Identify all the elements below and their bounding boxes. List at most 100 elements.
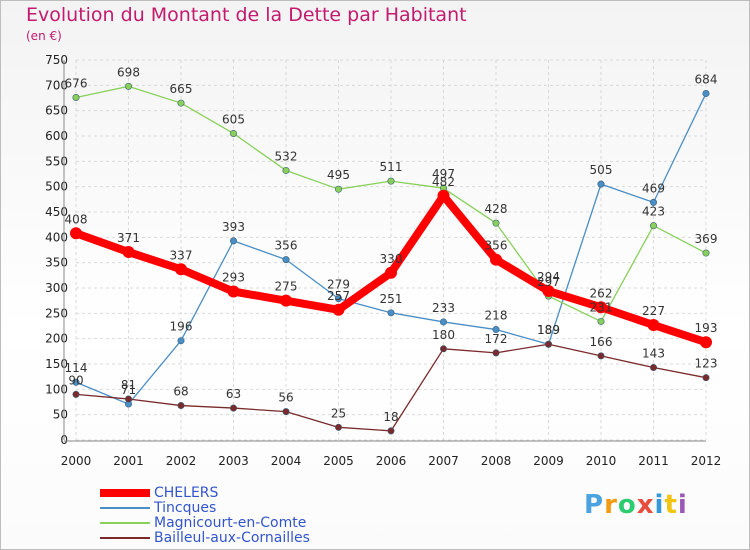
legend-swatch	[100, 489, 150, 497]
data-label: 189	[537, 323, 560, 337]
data-label: 482	[432, 175, 455, 189]
legend-swatch	[100, 537, 150, 539]
data-label: 172	[485, 332, 508, 346]
data-label: 262	[590, 286, 613, 300]
data-point	[334, 423, 342, 431]
data-point	[387, 309, 395, 317]
data-label: 166	[590, 335, 613, 349]
legend-swatch	[100, 507, 150, 509]
data-label: 90	[68, 373, 83, 387]
data-label: 495	[327, 168, 350, 182]
data-point	[700, 336, 712, 349]
data-point	[387, 177, 395, 185]
data-label: 63	[226, 387, 241, 401]
data-point	[439, 345, 447, 353]
data-label: 428	[485, 202, 508, 216]
data-label: 196	[170, 320, 193, 334]
data-point	[387, 427, 395, 435]
logo-letter: r	[604, 490, 618, 520]
y-tick-label: 250	[45, 306, 68, 320]
data-point	[282, 256, 290, 264]
data-label: 469	[642, 181, 665, 195]
x-tick-label: 2004	[271, 454, 302, 468]
y-tick-label: 400	[45, 230, 68, 244]
data-label: 330	[380, 252, 403, 266]
data-point	[647, 318, 660, 331]
data-label: 233	[432, 301, 455, 315]
data-label: 423	[642, 205, 665, 219]
data-point	[230, 129, 238, 137]
x-tick-label: 2001	[113, 454, 144, 468]
data-point	[492, 326, 500, 334]
data-point	[230, 237, 238, 245]
data-label: 227	[642, 304, 665, 318]
logo-letter: i	[677, 490, 688, 520]
logo-letter: i	[654, 490, 665, 520]
data-label: 123	[695, 357, 718, 371]
data-label: 356	[485, 239, 508, 253]
data-label: 275	[275, 280, 298, 294]
data-label: 698	[117, 65, 140, 79]
data-label: 369	[695, 232, 718, 246]
data-label: 293	[222, 271, 245, 285]
data-label: 143	[642, 347, 665, 361]
data-point	[175, 263, 187, 276]
y-tick-label: 200	[45, 332, 68, 346]
data-label: 68	[173, 385, 188, 399]
x-tick-label: 2003	[218, 454, 249, 468]
data-point	[385, 266, 397, 279]
data-label: 25	[331, 406, 346, 420]
x-tick-label: 2006	[376, 454, 407, 468]
data-point	[72, 378, 80, 386]
data-label: 114	[65, 361, 88, 375]
data-label: 497	[432, 167, 455, 181]
data-label: 231	[590, 300, 613, 314]
x-tick-label: 2009	[533, 454, 564, 468]
data-label: 294	[537, 270, 560, 284]
proxiti-logo: Proxiti	[584, 490, 688, 520]
x-axis: 2000 2001 2002 2003 2004 2005 2006 2007 2008 2009…	[61, 440, 721, 468]
data-point	[492, 349, 500, 357]
logo-letter: t	[664, 490, 678, 520]
y-tick-label: 750	[45, 53, 68, 67]
y-tick-label: 300	[45, 281, 68, 295]
y-tick-label: 600	[45, 129, 68, 143]
y-tick-label: 350	[45, 256, 68, 270]
chart-subtitle: (en €)	[26, 29, 62, 43]
data-label: 189	[537, 323, 560, 337]
data-label: 408	[65, 212, 88, 226]
data-point	[544, 340, 552, 348]
legend-swatch	[100, 522, 150, 524]
data-label: 393	[222, 220, 245, 234]
data-point	[122, 246, 135, 259]
grid	[75, 59, 707, 441]
data-point	[125, 82, 133, 90]
data-label: 218	[485, 309, 508, 323]
data-label: 257	[327, 289, 350, 303]
y-axis: 0501001502002503003504004505005506006507…	[45, 53, 68, 447]
y-tick-label: 500	[45, 180, 68, 194]
data-label: 279	[327, 278, 350, 292]
data-label: 532	[275, 149, 298, 163]
data-point	[439, 318, 447, 326]
data-point	[227, 285, 240, 298]
data-point	[280, 294, 292, 307]
data-labels: 408 371 337 293 275 257 330 482 356 294 262 227 193 1…	[65, 65, 718, 424]
logo-letter: P	[584, 490, 605, 520]
data-point	[490, 253, 502, 266]
data-point	[649, 364, 657, 372]
data-point	[72, 93, 80, 101]
data-point	[702, 374, 710, 382]
data-label: 371	[117, 231, 140, 245]
data-point	[334, 185, 342, 193]
data-point	[177, 337, 185, 345]
legend-label: Magnicourt-en-Comte	[154, 515, 307, 531]
data-point	[70, 227, 82, 240]
data-point	[334, 295, 342, 303]
data-label: 56	[278, 391, 293, 405]
x-tick-label: 2007	[428, 454, 459, 468]
data-point	[282, 166, 290, 174]
data-point	[437, 189, 450, 202]
data-label: 337	[170, 248, 193, 262]
